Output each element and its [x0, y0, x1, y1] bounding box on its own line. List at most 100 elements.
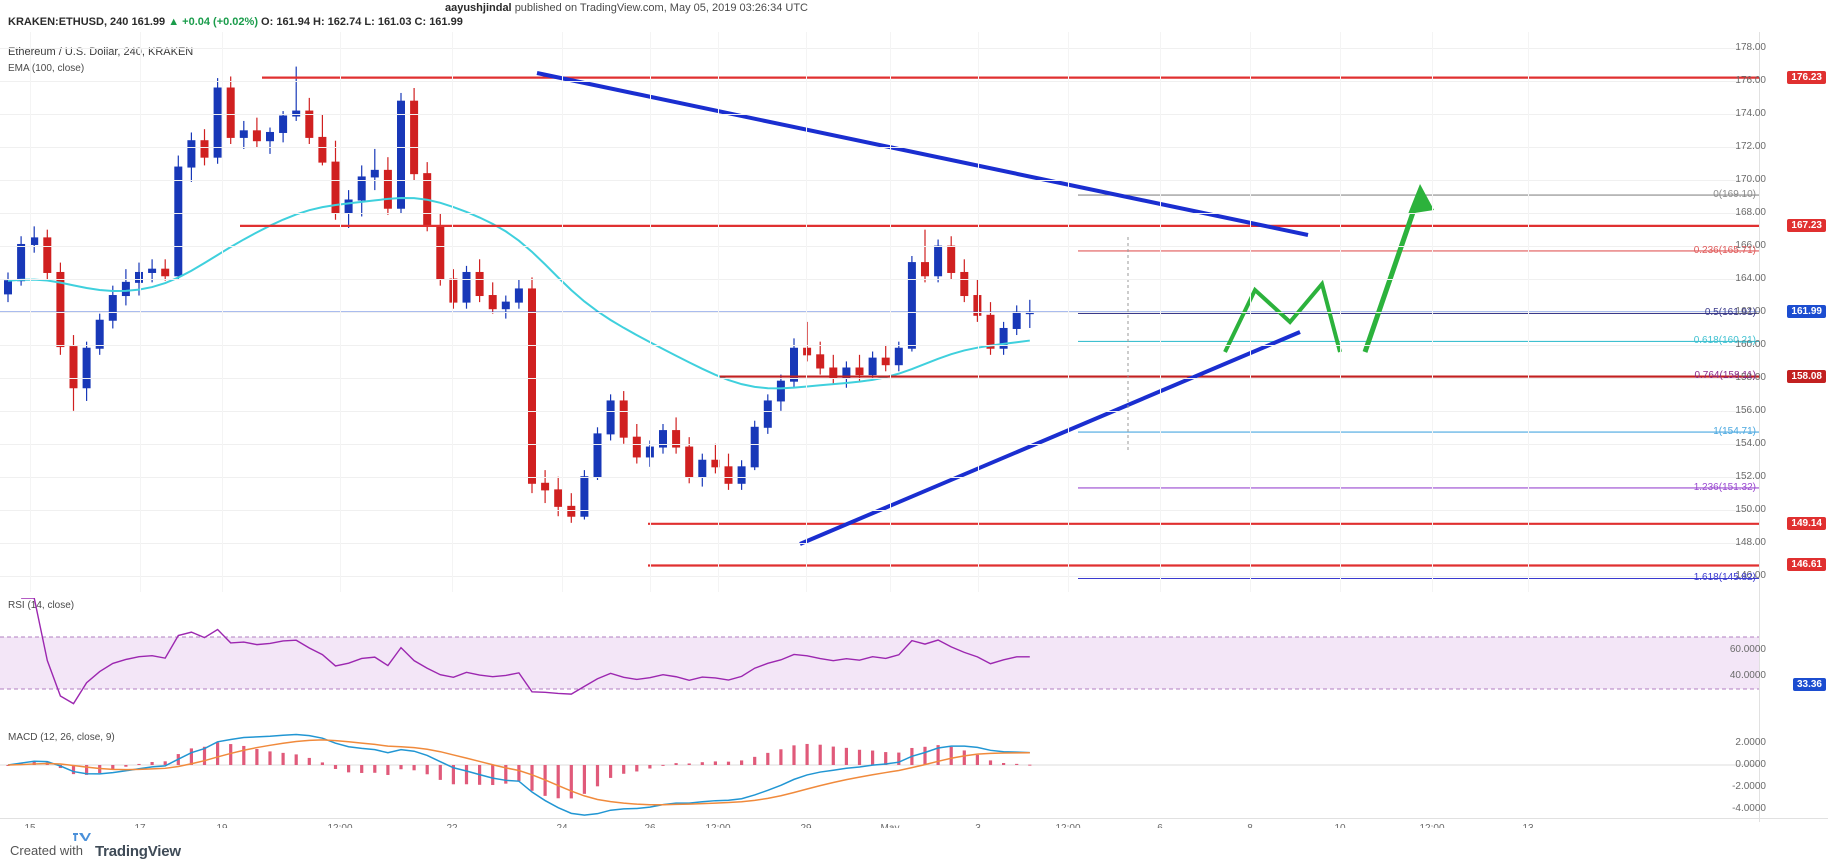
tradingview-brand: TradingView — [95, 843, 181, 860]
macd-histogram-bar — [726, 761, 731, 765]
candlestick — [200, 140, 209, 158]
macd-histogram-bar — [1028, 764, 1032, 766]
candlestick — [619, 400, 628, 438]
ema-legend: EMA (100, close) — [8, 63, 85, 74]
grid-line-vertical — [562, 32, 563, 592]
price-axis-tick: 152.00 — [1735, 470, 1766, 482]
price-axis-tick: 150.00 — [1735, 503, 1766, 515]
grid-line — [0, 279, 1760, 281]
candlestick — [213, 87, 222, 158]
macd-histogram-bar — [19, 762, 23, 765]
grid-line — [0, 509, 1760, 511]
candlestick — [960, 271, 969, 297]
fib-level-label: 0.618(160.21) — [1693, 335, 1756, 347]
macd-histogram-bar — [530, 765, 534, 791]
grid-line-vertical — [1340, 32, 1341, 592]
macd-histogram-bar — [347, 765, 351, 773]
candlestick — [698, 459, 707, 478]
macd-histogram-bar — [189, 748, 193, 765]
candlestick — [17, 243, 26, 282]
candlestick — [449, 278, 458, 303]
rsi-series-svg — [0, 598, 1760, 705]
candlestick — [226, 87, 235, 138]
candlestick — [947, 245, 956, 273]
price-axis-tick: 156.00 — [1735, 404, 1766, 416]
candlestick — [816, 354, 825, 369]
grid-line — [0, 180, 1760, 182]
price-axis-tick: 178.00 — [1735, 42, 1766, 54]
candlestick — [724, 466, 733, 484]
candlestick — [868, 357, 877, 376]
candlestick — [554, 489, 563, 507]
candlestick — [239, 130, 248, 138]
macd-histogram-bar — [700, 762, 704, 765]
candlestick — [121, 281, 130, 297]
macd-histogram-bar — [792, 745, 796, 765]
macd-histogram-bar — [255, 748, 259, 765]
macd-histogram-bar — [622, 765, 626, 774]
macd-histogram-bar — [556, 765, 560, 799]
candlestick — [344, 199, 353, 214]
candlestick — [685, 446, 694, 478]
candlestick — [161, 268, 170, 277]
macd-histogram-bar — [229, 744, 233, 765]
macd-histogram-bar — [137, 763, 141, 765]
grid-line — [0, 147, 1760, 149]
price-level-tag: 149.14 — [1787, 516, 1826, 530]
candlestick — [82, 347, 91, 389]
candlestick — [776, 380, 785, 402]
candlestick — [56, 271, 65, 348]
macd-histogram-bar — [451, 765, 455, 785]
rsi-pane: RSI (14, close) — [0, 598, 1760, 728]
price-level-tag: 176.23 — [1787, 70, 1826, 84]
price-axis-tick: 176.00 — [1735, 75, 1766, 87]
candlestick — [514, 288, 523, 303]
grid-line — [0, 575, 1760, 577]
candlestick — [135, 271, 143, 283]
rsi-axis-tick: 40.0000 — [1729, 670, 1766, 681]
symbol-label: KRAKEN:ETHUSD, 240 — [8, 16, 129, 28]
fib-level-label: 1(154.71) — [1713, 426, 1756, 438]
candlestick — [881, 357, 890, 366]
price-axis-tick: 154.00 — [1735, 437, 1766, 449]
publish-info: published on TradingView.com, May 05, 20… — [514, 2, 808, 14]
macd-histogram-bar — [32, 760, 36, 765]
macd-histogram-bar — [635, 765, 639, 772]
grid-line-vertical — [222, 32, 223, 592]
macd-histogram-bar — [85, 765, 89, 775]
macd-histogram-bar — [333, 765, 338, 769]
candlestick — [541, 482, 550, 491]
rsi-legend: RSI (14, close) — [8, 600, 75, 611]
candlestick — [501, 301, 510, 310]
candlestick — [462, 271, 471, 303]
candlestick — [790, 347, 798, 382]
price-level-tag: 146.61 — [1787, 558, 1826, 572]
candlestick — [894, 347, 903, 366]
candlestick — [43, 237, 52, 273]
rsi-value-tag: 33.36 — [1792, 677, 1826, 691]
price-axis-tick: 146.00 — [1735, 569, 1766, 581]
symbol-quote-line: KRAKEN:ETHUSD, 240 161.99 ▲ +0.04 (+0.02… — [8, 16, 463, 28]
grid-line-vertical — [1432, 32, 1433, 592]
candlestick — [187, 140, 196, 168]
price-axis[interactable]: 178.00 176.00 174.00 172.00 170.00 168.00 166.… — [1730, 32, 1828, 822]
candlestick — [357, 176, 366, 201]
grid-line-vertical — [1528, 32, 1529, 592]
candlestick — [318, 136, 327, 163]
price-axis-tick: 172.00 — [1735, 141, 1766, 153]
rsi-axis-tick: 60.0000 — [1729, 644, 1766, 655]
candlestick — [855, 367, 864, 376]
price-change: ▲ +0.04 (+0.02%) — [168, 16, 258, 28]
candlestick — [973, 295, 982, 316]
macd-histogram-bar — [609, 765, 613, 778]
candlestick — [672, 430, 681, 448]
candlestick — [659, 430, 667, 448]
macd-histogram-bar — [307, 757, 311, 765]
grid-line — [0, 81, 1760, 83]
macd-histogram-bar — [962, 750, 966, 765]
macd-histogram-bar — [713, 761, 717, 765]
macd-axis-tick: -4.0000 — [1732, 803, 1766, 814]
grid-line-vertical — [140, 32, 141, 592]
macd-histogram-bar — [399, 765, 403, 770]
